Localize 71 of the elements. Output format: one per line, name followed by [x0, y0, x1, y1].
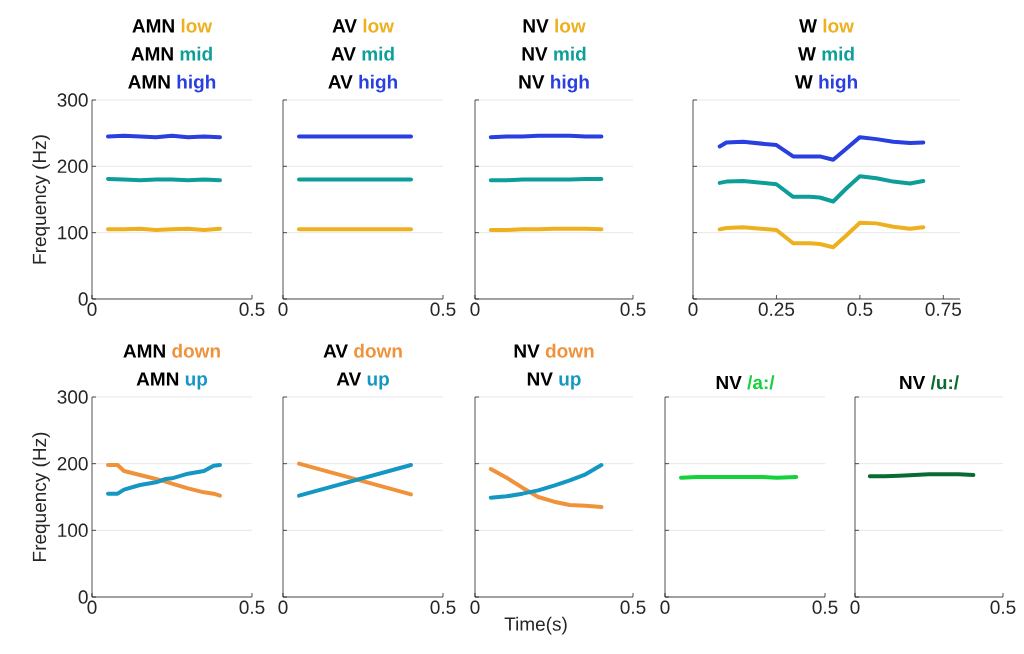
chart-title: NV [900, 376, 926, 390]
y-tick-label: 200 [57, 159, 88, 174]
x-tick-label: 0 [660, 600, 670, 614]
chart-title: AMN [123, 344, 165, 358]
x-tick-label: 0 [87, 302, 97, 316]
x-tick-label: 0 [278, 302, 288, 316]
x-axis-title: Time(s) [504, 616, 567, 635]
y-tick-label: 200 [57, 456, 88, 471]
text: high [551, 74, 589, 93]
text: high [177, 74, 216, 93]
x-tick-label: 0 [470, 600, 480, 614]
x-tick-label: 0 [87, 600, 97, 614]
chart-title: NV [522, 47, 548, 61]
text: mid [822, 46, 854, 61]
y-tick-label: 0 [78, 292, 88, 306]
text: down [354, 343, 402, 358]
x-tick-label: 0.5 [239, 600, 265, 614]
y-tick-label: 100 [58, 225, 88, 240]
text: down [545, 343, 594, 358]
y-tick-label: 300 [57, 390, 88, 404]
x-tick-label: 0.5 [430, 600, 456, 614]
text: down [172, 343, 220, 358]
x-tick-label: 0.75 [925, 302, 962, 316]
chart-title: AMN [132, 19, 174, 33]
x-tick-label: 0.25 [758, 302, 795, 316]
chart-title: AV [331, 47, 356, 61]
chart-title: NV [527, 372, 553, 386]
text: up [185, 375, 208, 390]
chart-title: NV [523, 19, 549, 33]
x-tick-label: 0 [850, 600, 860, 614]
text: mid [554, 46, 586, 61]
x-tick-label: 0.5 [430, 302, 456, 316]
text: low [823, 18, 854, 33]
chart-title: W [798, 47, 816, 61]
chart-title: AV [336, 372, 362, 386]
x-tick-label: 0.5 [239, 302, 265, 316]
chart-title: AV [323, 344, 348, 358]
x-tick-label: 0 [278, 600, 288, 614]
y-axis-title: Frequency (Hz) [32, 135, 50, 264]
chart-title: AV [328, 75, 353, 89]
y-axis-title: Frequency (Hz) [32, 432, 50, 561]
x-tick-label: 0.5 [620, 302, 646, 316]
text: low [181, 18, 213, 33]
x-tick-label: 0 [688, 302, 698, 316]
text: low [363, 18, 394, 33]
text: up [559, 375, 581, 390]
x-tick-label: 0.5 [620, 600, 646, 614]
x-tick-label: 0.5 [847, 302, 873, 316]
chart-title: NV [514, 344, 540, 358]
chart-title: AV [332, 19, 357, 33]
x-tick-label: 0.5 [990, 600, 1016, 614]
chart-title: W [799, 19, 817, 33]
text: /a:/ [747, 375, 775, 390]
y-tick-label: 300 [57, 93, 88, 107]
x-tick-label: 0 [470, 302, 480, 316]
chart-title: W [794, 75, 813, 89]
chart-title: NV [519, 75, 545, 89]
text: mid [362, 46, 394, 61]
text: /u:/ [930, 375, 959, 390]
chart-title: AMN [136, 372, 179, 386]
chart-title: AMN [128, 75, 170, 89]
text: low [555, 18, 586, 33]
text: high [359, 74, 398, 93]
text: mid [180, 46, 212, 61]
x-tick-label: 0.5 [812, 600, 838, 614]
y-tick-label: 100 [58, 523, 88, 538]
y-tick-label: 0 [78, 590, 88, 604]
chart-title: NV [716, 376, 742, 390]
chart-title: AMN [131, 47, 173, 61]
text: up [367, 375, 389, 390]
text: high [819, 74, 857, 93]
